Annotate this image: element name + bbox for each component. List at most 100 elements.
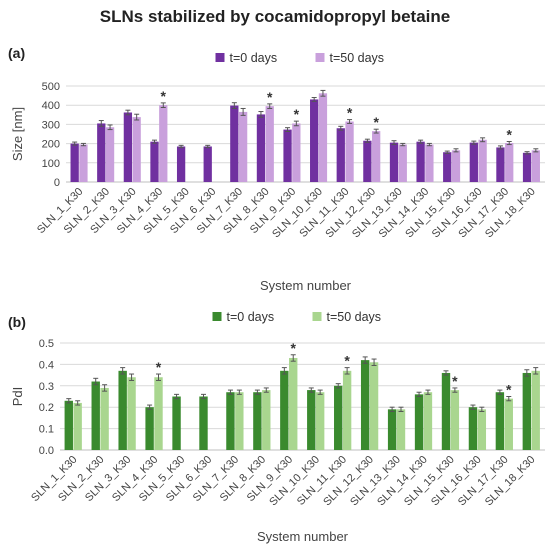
bar [414, 394, 424, 450]
bar [235, 392, 244, 450]
bar [342, 370, 352, 450]
legend-label: t=0 days [230, 51, 278, 65]
legend-swatch [215, 53, 225, 62]
bar [441, 372, 451, 450]
bar [132, 117, 141, 182]
bar [363, 140, 372, 182]
significance-star: * [290, 340, 296, 356]
significance-star: * [294, 106, 300, 122]
bar [369, 362, 379, 450]
bar [150, 141, 159, 182]
pdi-chart: (b) t=0 days t=50 days 0.0 0.1 0.2 0.3 0.4 0.5 Pd… [8, 310, 545, 544]
bar [145, 407, 154, 450]
y-tick-label: 0.1 [39, 424, 54, 436]
bar [262, 390, 271, 450]
bar [226, 392, 235, 450]
bar [253, 392, 262, 450]
bar [292, 123, 301, 182]
bar [100, 387, 109, 450]
bar [307, 390, 316, 450]
bar [505, 143, 514, 182]
bar [389, 142, 399, 182]
bar [396, 409, 406, 450]
bar [416, 141, 425, 182]
bar [531, 370, 540, 450]
bar [423, 392, 433, 450]
x-axis-title: System number [260, 278, 352, 293]
bar [70, 143, 79, 182]
bar [97, 123, 106, 182]
bar [310, 99, 319, 182]
bar [468, 407, 478, 450]
figure-title: SLNs stabilized by cocamidopropyl betain… [100, 7, 450, 26]
bar [256, 114, 266, 182]
bar [495, 392, 505, 450]
bar [199, 396, 208, 450]
significance-star: * [156, 359, 162, 375]
legend-label: t=0 days [227, 310, 275, 324]
significance-star: * [452, 373, 458, 389]
bar [172, 396, 181, 450]
bar [159, 105, 168, 182]
bar [79, 144, 88, 182]
y-tick-label: 500 [42, 81, 60, 93]
significance-star: * [373, 114, 379, 130]
bar [118, 370, 127, 450]
legend-swatch [312, 312, 322, 321]
bar [203, 146, 212, 182]
bar [345, 121, 354, 182]
y-tick-label: 0.5 [39, 338, 54, 350]
legend-swatch [212, 312, 222, 321]
y-tick-label: 200 [42, 139, 60, 151]
bar [360, 360, 370, 450]
panel-label: (a) [8, 45, 25, 61]
y-tick-label: 0.0 [39, 445, 54, 457]
bar [315, 392, 325, 450]
legend-swatch [315, 53, 325, 62]
y-axis-title: PdI [10, 387, 25, 407]
y-tick-label: 400 [42, 100, 60, 112]
y-axis-title: Size [nm] [10, 107, 25, 161]
y-tick-label: 0.4 [39, 359, 54, 371]
size-chart: (a) t=0 days t=50 days 0 100 200 300 400 500 Size… [8, 45, 545, 293]
bar [334, 385, 343, 450]
bar [176, 146, 186, 182]
bar [154, 377, 163, 450]
bar [522, 152, 532, 182]
bar [531, 150, 540, 182]
bar [123, 112, 133, 182]
x-axis-title: System number [257, 529, 349, 544]
bar [496, 147, 505, 182]
bar [372, 131, 381, 182]
bar [318, 93, 328, 182]
bar [230, 105, 239, 182]
y-tick-label: 0.2 [39, 402, 54, 414]
legend-label: t=50 days [330, 51, 385, 65]
bar [336, 128, 345, 182]
bar [64, 400, 73, 450]
bar [477, 409, 487, 450]
bar [451, 150, 461, 182]
significance-star: * [347, 105, 353, 121]
bar [289, 357, 298, 450]
significance-star: * [506, 126, 512, 142]
bar [387, 409, 397, 450]
bar [105, 127, 115, 182]
significance-star: * [344, 353, 350, 369]
bar [91, 381, 100, 450]
bar [450, 390, 460, 450]
bar [504, 398, 513, 450]
bar [425, 144, 434, 182]
significance-star: * [267, 89, 273, 105]
bar [238, 111, 248, 182]
significance-star: * [161, 88, 167, 104]
y-tick-label: 100 [42, 158, 60, 170]
bar [522, 372, 532, 450]
bar [398, 144, 407, 182]
bar [73, 402, 82, 450]
legend-label: t=50 days [327, 310, 382, 324]
y-tick-label: 300 [42, 119, 60, 131]
significance-star: * [506, 382, 512, 398]
bar [478, 139, 487, 182]
